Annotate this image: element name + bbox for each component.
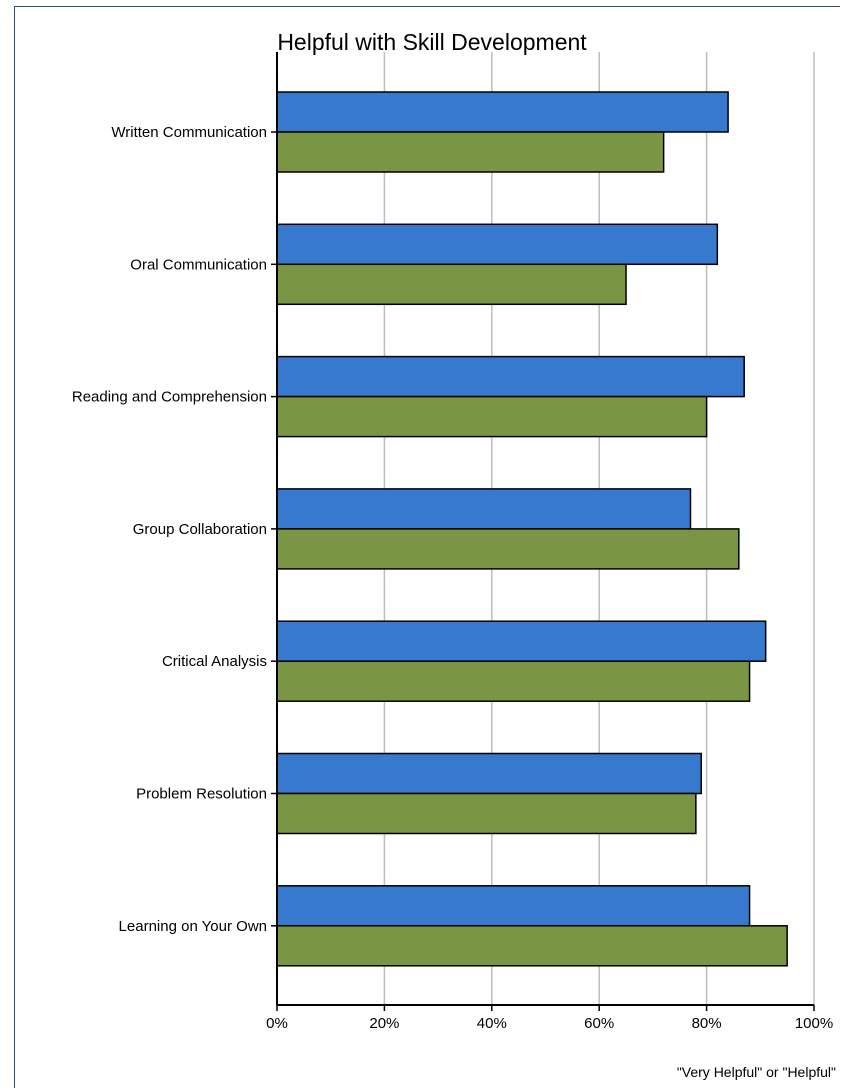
bar-2-series-0: [276, 355, 745, 398]
bar-3-series-0: [276, 488, 692, 530]
bar-4-series-0: [276, 620, 767, 662]
x-tick-label: 20%: [369, 1015, 399, 1032]
axes: Written Communication Oral Communication R…: [72, 52, 833, 1032]
bar-5-series-1: [276, 792, 697, 835]
bar-6-series-0: [276, 885, 751, 927]
bar-0-series-0: [276, 91, 729, 133]
chart-frame: [14, 6, 840, 1088]
category-label: Oral Communication: [130, 256, 267, 273]
x-tick-label: 40%: [477, 1015, 507, 1032]
bar-1-series-0: [276, 223, 719, 266]
bar-2-series-1: [276, 395, 708, 438]
x-tick-label: 0%: [266, 1015, 288, 1032]
category-label: Group Collaboration: [133, 521, 267, 538]
chart-title: Helpful with Skill Development: [277, 29, 587, 55]
category-label: Reading and Comprehension: [72, 389, 267, 406]
bars: [276, 91, 788, 967]
bar-6-series-1: [276, 925, 788, 967]
footnote: "Very Helpful" or "Helpful": [677, 1064, 836, 1080]
category-label: Learning on Your Own: [119, 918, 267, 935]
x-tick-label: 100%: [795, 1015, 833, 1032]
bar-4-series-1: [276, 660, 751, 702]
category-label: Critical Analysis: [162, 653, 267, 670]
x-tick-label: 80%: [692, 1015, 722, 1032]
bar-0-series-1: [276, 131, 665, 173]
bar-1-series-1: [276, 263, 627, 306]
bar-5-series-0: [276, 752, 702, 795]
bar-3-series-1: [276, 528, 740, 570]
category-label: Problem Resolution: [136, 786, 267, 803]
category-label: Written Communication: [111, 124, 267, 141]
x-tick-label: 60%: [584, 1015, 614, 1032]
